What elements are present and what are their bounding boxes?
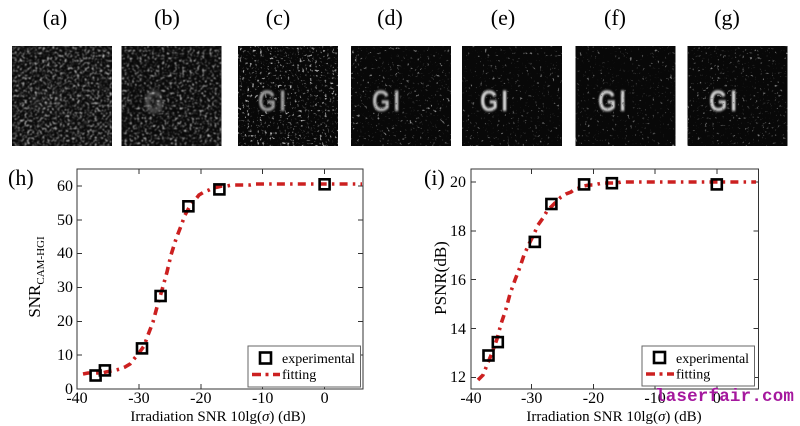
svg-text:30: 30: [57, 279, 73, 296]
svg-text:40: 40: [57, 245, 73, 262]
svg-text:-30: -30: [128, 390, 149, 407]
svg-text:14: 14: [450, 321, 466, 338]
svg-text:0: 0: [713, 390, 721, 407]
svg-text:-40: -40: [460, 390, 481, 407]
svg-text:0: 0: [65, 381, 73, 398]
svg-text:-10: -10: [252, 390, 273, 407]
svg-text:Irradiation SNR 10lg(σ) (dB): Irradiation SNR 10lg(σ) (dB): [526, 409, 701, 425]
svg-text:18: 18: [450, 223, 466, 240]
svg-text:(i): (i): [424, 165, 445, 190]
svg-text:-20: -20: [190, 390, 211, 407]
svg-text:0: 0: [321, 390, 329, 407]
svg-text:(f): (f): [604, 5, 626, 30]
svg-text:Irradiation SNR 10lg(σ) (dB): Irradiation SNR 10lg(σ) (dB): [130, 409, 305, 425]
svg-text:(e): (e): [491, 5, 515, 30]
svg-text:fitting: fitting: [282, 368, 316, 383]
svg-text:20: 20: [450, 174, 466, 191]
svg-text:20: 20: [57, 313, 73, 330]
svg-text:12: 12: [450, 369, 466, 386]
svg-text:experimental: experimental: [676, 352, 749, 367]
svg-text:(g): (g): [714, 5, 740, 30]
svg-text:(d): (d): [377, 5, 403, 30]
svg-text:60: 60: [57, 178, 73, 195]
svg-text:10: 10: [57, 347, 73, 364]
svg-text:-20: -20: [583, 390, 604, 407]
svg-text:-30: -30: [521, 390, 542, 407]
svg-text:SNRCAM-HGI: SNRCAM-HGI: [25, 236, 47, 318]
svg-text:50: 50: [57, 212, 73, 229]
svg-text:-10: -10: [644, 390, 665, 407]
svg-text:fitting: fitting: [676, 368, 710, 383]
svg-text:(h): (h): [8, 165, 34, 190]
svg-text:-40: -40: [66, 390, 87, 407]
svg-text:(c): (c): [266, 5, 290, 30]
svg-text:(b): (b): [154, 5, 180, 30]
svg-text:16: 16: [450, 272, 466, 289]
svg-text:(a): (a): [43, 5, 67, 30]
svg-text:experimental: experimental: [282, 352, 355, 367]
svg-text:laserfair.com: laserfair.com: [655, 387, 794, 407]
svg-text:PSNR(dB): PSNR(dB): [431, 241, 450, 315]
